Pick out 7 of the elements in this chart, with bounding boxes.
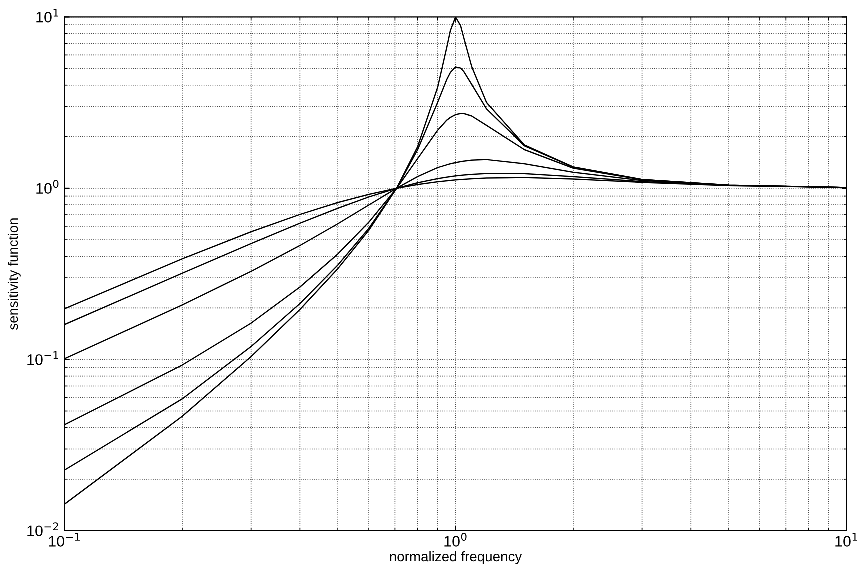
y-axis-title: sensitivity function xyxy=(8,218,21,330)
y-tick-label: 10$^{1}$ xyxy=(36,9,58,23)
y-tick-label: 10$^{−1}$ xyxy=(28,351,58,366)
x-tick-label: 10$^{0}$ xyxy=(444,532,467,547)
x-tick-label: 10$^{1}$ xyxy=(836,533,858,547)
y-tick-label: 10$^{0}$ xyxy=(36,180,59,194)
x-axis-title: normalized frequency xyxy=(390,551,522,564)
